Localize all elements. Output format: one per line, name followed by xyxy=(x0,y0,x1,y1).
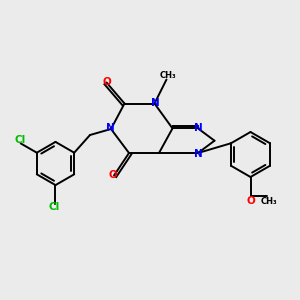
Text: N: N xyxy=(194,123,203,133)
Text: N: N xyxy=(151,98,160,108)
Text: N: N xyxy=(106,123,115,134)
Text: CH₃: CH₃ xyxy=(261,196,278,206)
Text: Cl: Cl xyxy=(48,202,60,212)
Text: O: O xyxy=(246,196,255,206)
Text: Cl: Cl xyxy=(14,135,26,146)
Text: O: O xyxy=(102,77,111,87)
Text: N: N xyxy=(194,148,203,159)
Text: CH₃: CH₃ xyxy=(160,71,176,80)
Text: O: O xyxy=(108,170,117,181)
